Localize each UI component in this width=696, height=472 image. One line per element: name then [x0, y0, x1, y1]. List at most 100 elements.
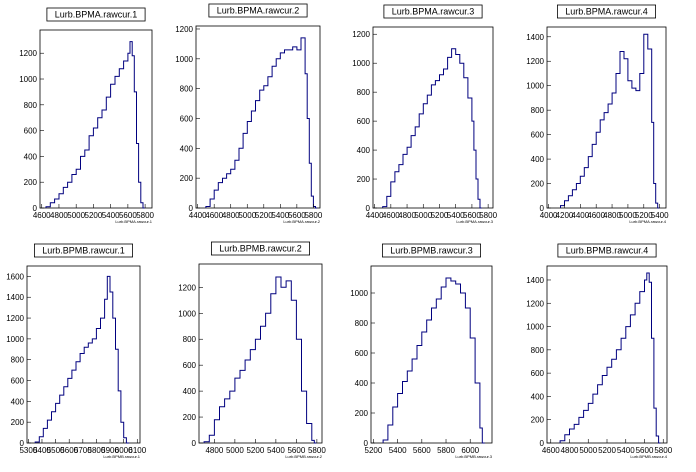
y-tick-label: 0 — [364, 439, 369, 448]
x-tick-label: 4600 — [542, 446, 560, 455]
y-tick-label: 200 — [180, 174, 194, 183]
x-tick-label: 5600 — [636, 446, 654, 455]
y-tick-label: 1200 — [526, 57, 544, 66]
y-tick-label: 400 — [531, 155, 545, 164]
y-tick-label: 0 — [192, 439, 197, 448]
chart-title: Lurb.BPMB.rawcur.3 — [390, 246, 473, 256]
histogram-line — [382, 277, 485, 444]
x-tick-label: 4600 — [205, 211, 223, 220]
x-tick-label: 5400 — [271, 211, 289, 220]
x-tick-label: 5400 — [102, 211, 120, 220]
x-tick-label: 5000 — [619, 211, 637, 220]
y-tick-label: 400 — [180, 144, 194, 153]
histogram-pad: Lurb.BPMB.rawcur.4 4600 4800 5000 5200 5400 56… — [526, 243, 673, 459]
y-tick-label: 200 — [531, 416, 545, 425]
x-tick-label: 4800 — [603, 211, 621, 220]
plot-frame — [372, 26, 494, 209]
x-axis-title: Lurb.BPMB.rawcur.1 — [103, 454, 140, 459]
y-tick-label: 0 — [540, 439, 545, 448]
x-tick-label: 4800 — [50, 211, 68, 220]
x-tick-label: 5600 — [288, 211, 306, 220]
x-tick-label: 5600 — [119, 211, 137, 220]
y-tick-label: 600 — [180, 114, 194, 123]
histogram-pad: Lurb.BPMB.rawcur.1 5300540055005600570058… — [6, 243, 147, 459]
x-tick-label: 6000 — [115, 446, 133, 455]
x-tick-label: 5000 — [67, 211, 85, 220]
y-tick-label: 1200 — [175, 25, 193, 34]
x-tick-label: 6100 — [128, 446, 146, 455]
y-tick-label: 600 — [183, 361, 197, 370]
histogram-pad: Lurb.BPMA.rawcur.2 4400460048005000520054… — [175, 3, 323, 224]
title-box — [557, 4, 657, 19]
y-tick-label: 400 — [183, 387, 197, 396]
y-tick-label: 1200 — [352, 30, 370, 39]
x-tick-label: 4000 — [540, 211, 558, 220]
plot-frame — [546, 265, 668, 444]
x-axis-title: Lurb.BPMB.rawcur.3 — [455, 454, 492, 459]
y-tick-label: 1400 — [526, 276, 544, 285]
histogram-line — [203, 276, 317, 444]
y-tick-label: 1000 — [526, 323, 544, 332]
histogram-line — [205, 37, 318, 209]
y-tick-label: 600 — [357, 117, 371, 126]
x-axis-title: Lurb.BPMA.rawcur.3 — [456, 219, 493, 224]
histogram-pad: Lurb.BPMA.rawcur.44000420044004600480050… — [526, 4, 669, 224]
x-axis-title: Lurb.BPMA.rawcur.1 — [115, 219, 152, 224]
y-tick-label: 0 — [366, 204, 371, 213]
x-tick-label: 5900 — [101, 446, 119, 455]
y-tick-label: 200 — [11, 418, 25, 427]
histogram-pad: Lurb.BPMB.rawcur.2 4800 5000 5200 5400 5600 58… — [178, 241, 326, 459]
x-tick-label: 4800 — [205, 446, 223, 455]
x-tick-label: 4400 — [366, 211, 384, 220]
y-tick-label: 600 — [531, 369, 545, 378]
x-tick-label: 4400 — [571, 211, 589, 220]
x-tick-label: 5400 — [617, 446, 635, 455]
y-tick-label: 200 — [355, 409, 369, 418]
y-tick-label: 1000 — [178, 309, 196, 318]
title-box — [557, 243, 657, 258]
y-tick-label: 200 — [183, 413, 197, 422]
x-tick-label: 5800 — [88, 446, 106, 455]
x-tick-label: 5800 — [479, 211, 497, 220]
chart-title: Lurb.BPMB.rawcur.2 — [219, 244, 302, 254]
chart-title: Lurb.BPMB.rawcur.4 — [566, 246, 649, 256]
chart-title: Lurb.BPMA.rawcur.2 — [217, 6, 300, 16]
x-tick-label: 5400 — [267, 446, 285, 455]
x-tick-label: 5800 — [654, 446, 672, 455]
y-tick-label: 0 — [189, 204, 194, 213]
x-tick-label: 5200 — [431, 211, 449, 220]
title-box — [381, 243, 481, 258]
x-tick-label: 5600 — [287, 446, 305, 455]
histogram-line — [45, 41, 145, 209]
x-tick-label: 5000 — [238, 211, 256, 220]
x-tick-label: 5800 — [304, 211, 322, 220]
x-tick-label: 5200 — [598, 446, 616, 455]
y-tick-label: 1000 — [175, 55, 193, 64]
y-tick-label: 0 — [540, 204, 545, 213]
y-tick-label: 1200 — [19, 49, 37, 58]
x-tick-label: 5400 — [33, 446, 51, 455]
x-tick-label: 5800 — [308, 446, 326, 455]
y-tick-label: 800 — [183, 335, 197, 344]
chart-title: Lurb.BPMA.rawcur.4 — [565, 7, 648, 17]
plot-frame — [39, 29, 153, 209]
x-tick-label: 5200 — [255, 211, 273, 220]
histogram-line — [560, 33, 660, 209]
y-tick-label: 1400 — [526, 33, 544, 42]
title-box — [34, 243, 133, 258]
chart-title: Lurb.BPMA.rawcur.1 — [55, 10, 138, 20]
plot-frame — [26, 265, 141, 444]
y-tick-label: 1000 — [526, 82, 544, 91]
x-tick-label: 5000 — [226, 446, 244, 455]
x-tick-label: 4400 — [189, 211, 207, 220]
plot-frame — [195, 25, 321, 209]
x-tick-label: 5600 — [413, 446, 431, 455]
histogram-line — [34, 275, 130, 444]
y-tick-label: 800 — [531, 106, 545, 115]
y-tick-label: 400 — [11, 397, 25, 406]
plot-frame — [198, 263, 323, 444]
y-tick-label: 400 — [531, 392, 545, 401]
x-tick-label: 6000 — [461, 446, 479, 455]
histogram-pad: Lurb.BPMA.rawcur.3 4400460048005000520054… — [352, 4, 498, 224]
y-tick-label: 1400 — [6, 293, 24, 302]
